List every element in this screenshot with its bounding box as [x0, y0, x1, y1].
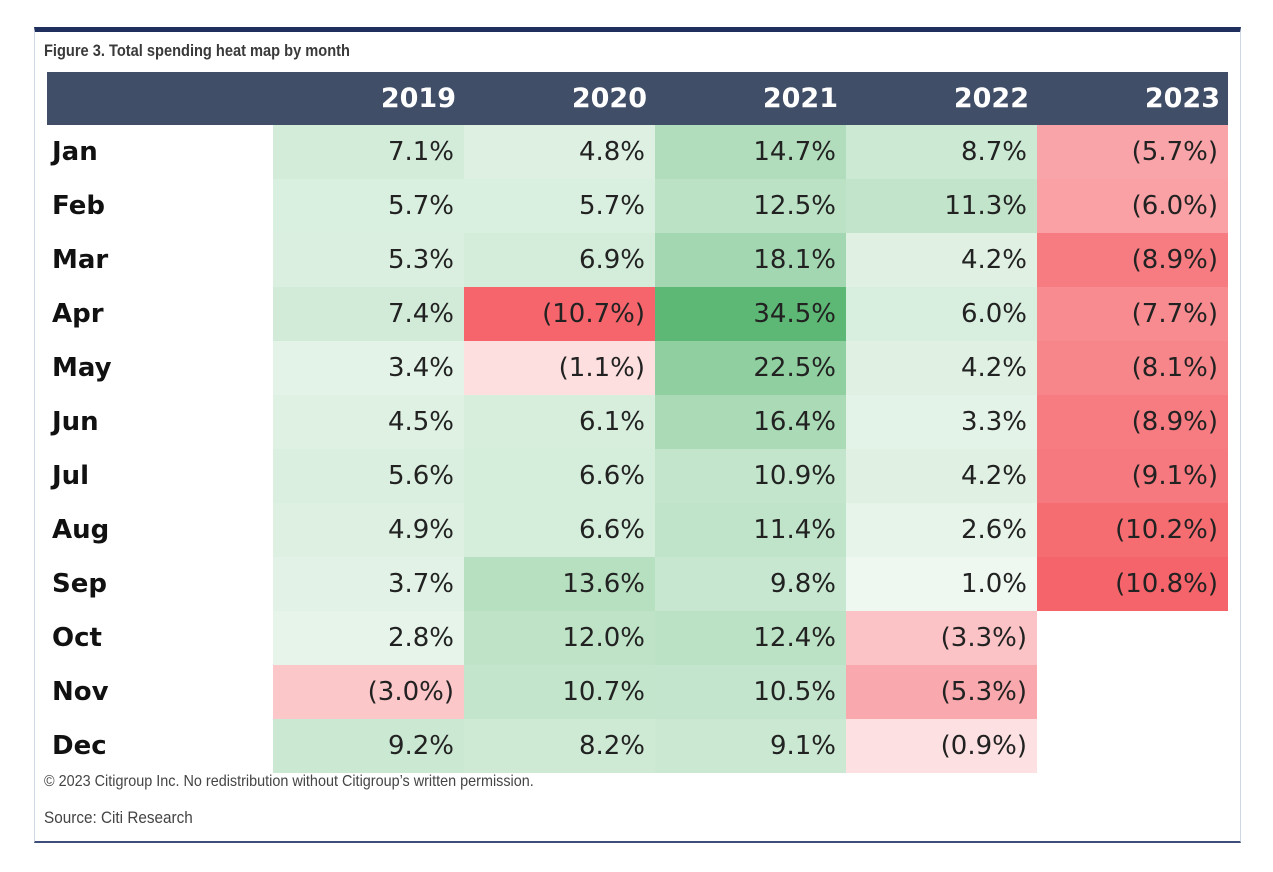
heat-cell-apr-2021: 34.5%	[655, 287, 846, 341]
heat-cell-may-2019: 3.4%	[273, 341, 464, 395]
heat-cell-dec-2023	[1037, 719, 1228, 773]
row-label-sep: Sep	[52, 569, 107, 599]
heat-cell-jan-2021: 14.7%	[655, 125, 846, 179]
row-label-may: May	[52, 353, 112, 383]
heat-cell-sep-2019: 3.7%	[273, 557, 464, 611]
column-header-2021: 2021	[655, 72, 846, 125]
heat-cell-aug-2023: (10.2%)	[1037, 503, 1228, 557]
row-label-jul: Jul	[52, 461, 90, 491]
heat-cell-jan-2023: (5.7%)	[1037, 125, 1228, 179]
heat-cell-feb-2019: 5.7%	[273, 179, 464, 233]
heat-cell-mar-2020: 6.9%	[464, 233, 655, 287]
row-label-jan: Jan	[52, 137, 98, 167]
heat-cell-sep-2020: 13.6%	[464, 557, 655, 611]
heat-cell-feb-2021: 12.5%	[655, 179, 846, 233]
row-label-mar: Mar	[52, 245, 109, 275]
heat-cell-aug-2019: 4.9%	[273, 503, 464, 557]
column-header-2020: 2020	[464, 72, 655, 125]
heat-cell-may-2020: (1.1%)	[464, 341, 655, 395]
heat-cell-oct-2019: 2.8%	[273, 611, 464, 665]
heat-cell-jan-2022: 8.7%	[846, 125, 1037, 179]
heat-cell-apr-2022: 6.0%	[846, 287, 1037, 341]
row-label-nov: Nov	[52, 677, 109, 707]
header-corner	[47, 72, 273, 125]
heat-cell-mar-2022: 4.2%	[846, 233, 1037, 287]
column-header-2019: 2019	[273, 72, 464, 125]
heat-cell-aug-2021: 11.4%	[655, 503, 846, 557]
heat-cell-may-2023: (8.1%)	[1037, 341, 1228, 395]
heat-cell-oct-2022: (3.3%)	[846, 611, 1037, 665]
heat-cell-dec-2019: 9.2%	[273, 719, 464, 773]
heat-cell-jun-2021: 16.4%	[655, 395, 846, 449]
heat-cell-may-2021: 22.5%	[655, 341, 846, 395]
heat-cell-oct-2021: 12.4%	[655, 611, 846, 665]
figure-frame	[34, 27, 1241, 843]
heat-cell-jun-2020: 6.1%	[464, 395, 655, 449]
heat-cell-sep-2023: (10.8%)	[1037, 557, 1228, 611]
row-label-oct: Oct	[52, 623, 102, 653]
heat-cell-jun-2019: 4.5%	[273, 395, 464, 449]
copyright-note: © 2023 Citigroup Inc. No redistribution …	[44, 773, 534, 790]
heat-cell-jul-2019: 5.6%	[273, 449, 464, 503]
heat-cell-dec-2020: 8.2%	[464, 719, 655, 773]
row-label-jun: Jun	[52, 407, 99, 437]
source-note: Source: Citi Research	[44, 808, 193, 827]
row-label-aug: Aug	[52, 515, 110, 545]
heat-cell-jan-2020: 4.8%	[464, 125, 655, 179]
heat-cell-jul-2023: (9.1%)	[1037, 449, 1228, 503]
heat-cell-mar-2021: 18.1%	[655, 233, 846, 287]
heat-cell-feb-2020: 5.7%	[464, 179, 655, 233]
heat-cell-feb-2022: 11.3%	[846, 179, 1037, 233]
heat-cell-jan-2019: 7.1%	[273, 125, 464, 179]
row-label-apr: Apr	[52, 299, 104, 329]
heat-cell-nov-2019: (3.0%)	[273, 665, 464, 719]
row-label-feb: Feb	[52, 191, 105, 221]
figure-title: Figure 3. Total spending heat map by mon…	[44, 41, 350, 60]
heat-cell-may-2022: 4.2%	[846, 341, 1037, 395]
heat-cell-aug-2020: 6.6%	[464, 503, 655, 557]
heat-cell-dec-2022: (0.9%)	[846, 719, 1037, 773]
heat-cell-nov-2022: (5.3%)	[846, 665, 1037, 719]
heat-cell-dec-2021: 9.1%	[655, 719, 846, 773]
heat-cell-apr-2019: 7.4%	[273, 287, 464, 341]
heat-cell-mar-2023: (8.9%)	[1037, 233, 1228, 287]
heat-cell-sep-2021: 9.8%	[655, 557, 846, 611]
column-header-2023: 2023	[1037, 72, 1228, 125]
heat-cell-aug-2022: 2.6%	[846, 503, 1037, 557]
heat-cell-jun-2022: 3.3%	[846, 395, 1037, 449]
heat-cell-nov-2021: 10.5%	[655, 665, 846, 719]
column-header-2022: 2022	[846, 72, 1037, 125]
heat-cell-apr-2023: (7.7%)	[1037, 287, 1228, 341]
heat-cell-apr-2020: (10.7%)	[464, 287, 655, 341]
heat-cell-nov-2023	[1037, 665, 1228, 719]
heatmap-table: 2019 2020 2021 2022 2023 Jan 7.1% 4.8% 14.7% 8.7%…	[47, 72, 1228, 773]
heat-cell-mar-2019: 5.3%	[273, 233, 464, 287]
heat-cell-oct-2020: 12.0%	[464, 611, 655, 665]
row-label-dec: Dec	[52, 731, 107, 761]
heat-cell-sep-2022: 1.0%	[846, 557, 1037, 611]
heat-cell-feb-2023: (6.0%)	[1037, 179, 1228, 233]
heat-cell-jun-2023: (8.9%)	[1037, 395, 1228, 449]
heat-cell-nov-2020: 10.7%	[464, 665, 655, 719]
heat-cell-jul-2020: 6.6%	[464, 449, 655, 503]
heat-cell-oct-2023	[1037, 611, 1228, 665]
heat-cell-jul-2021: 10.9%	[655, 449, 846, 503]
heat-cell-jul-2022: 4.2%	[846, 449, 1037, 503]
